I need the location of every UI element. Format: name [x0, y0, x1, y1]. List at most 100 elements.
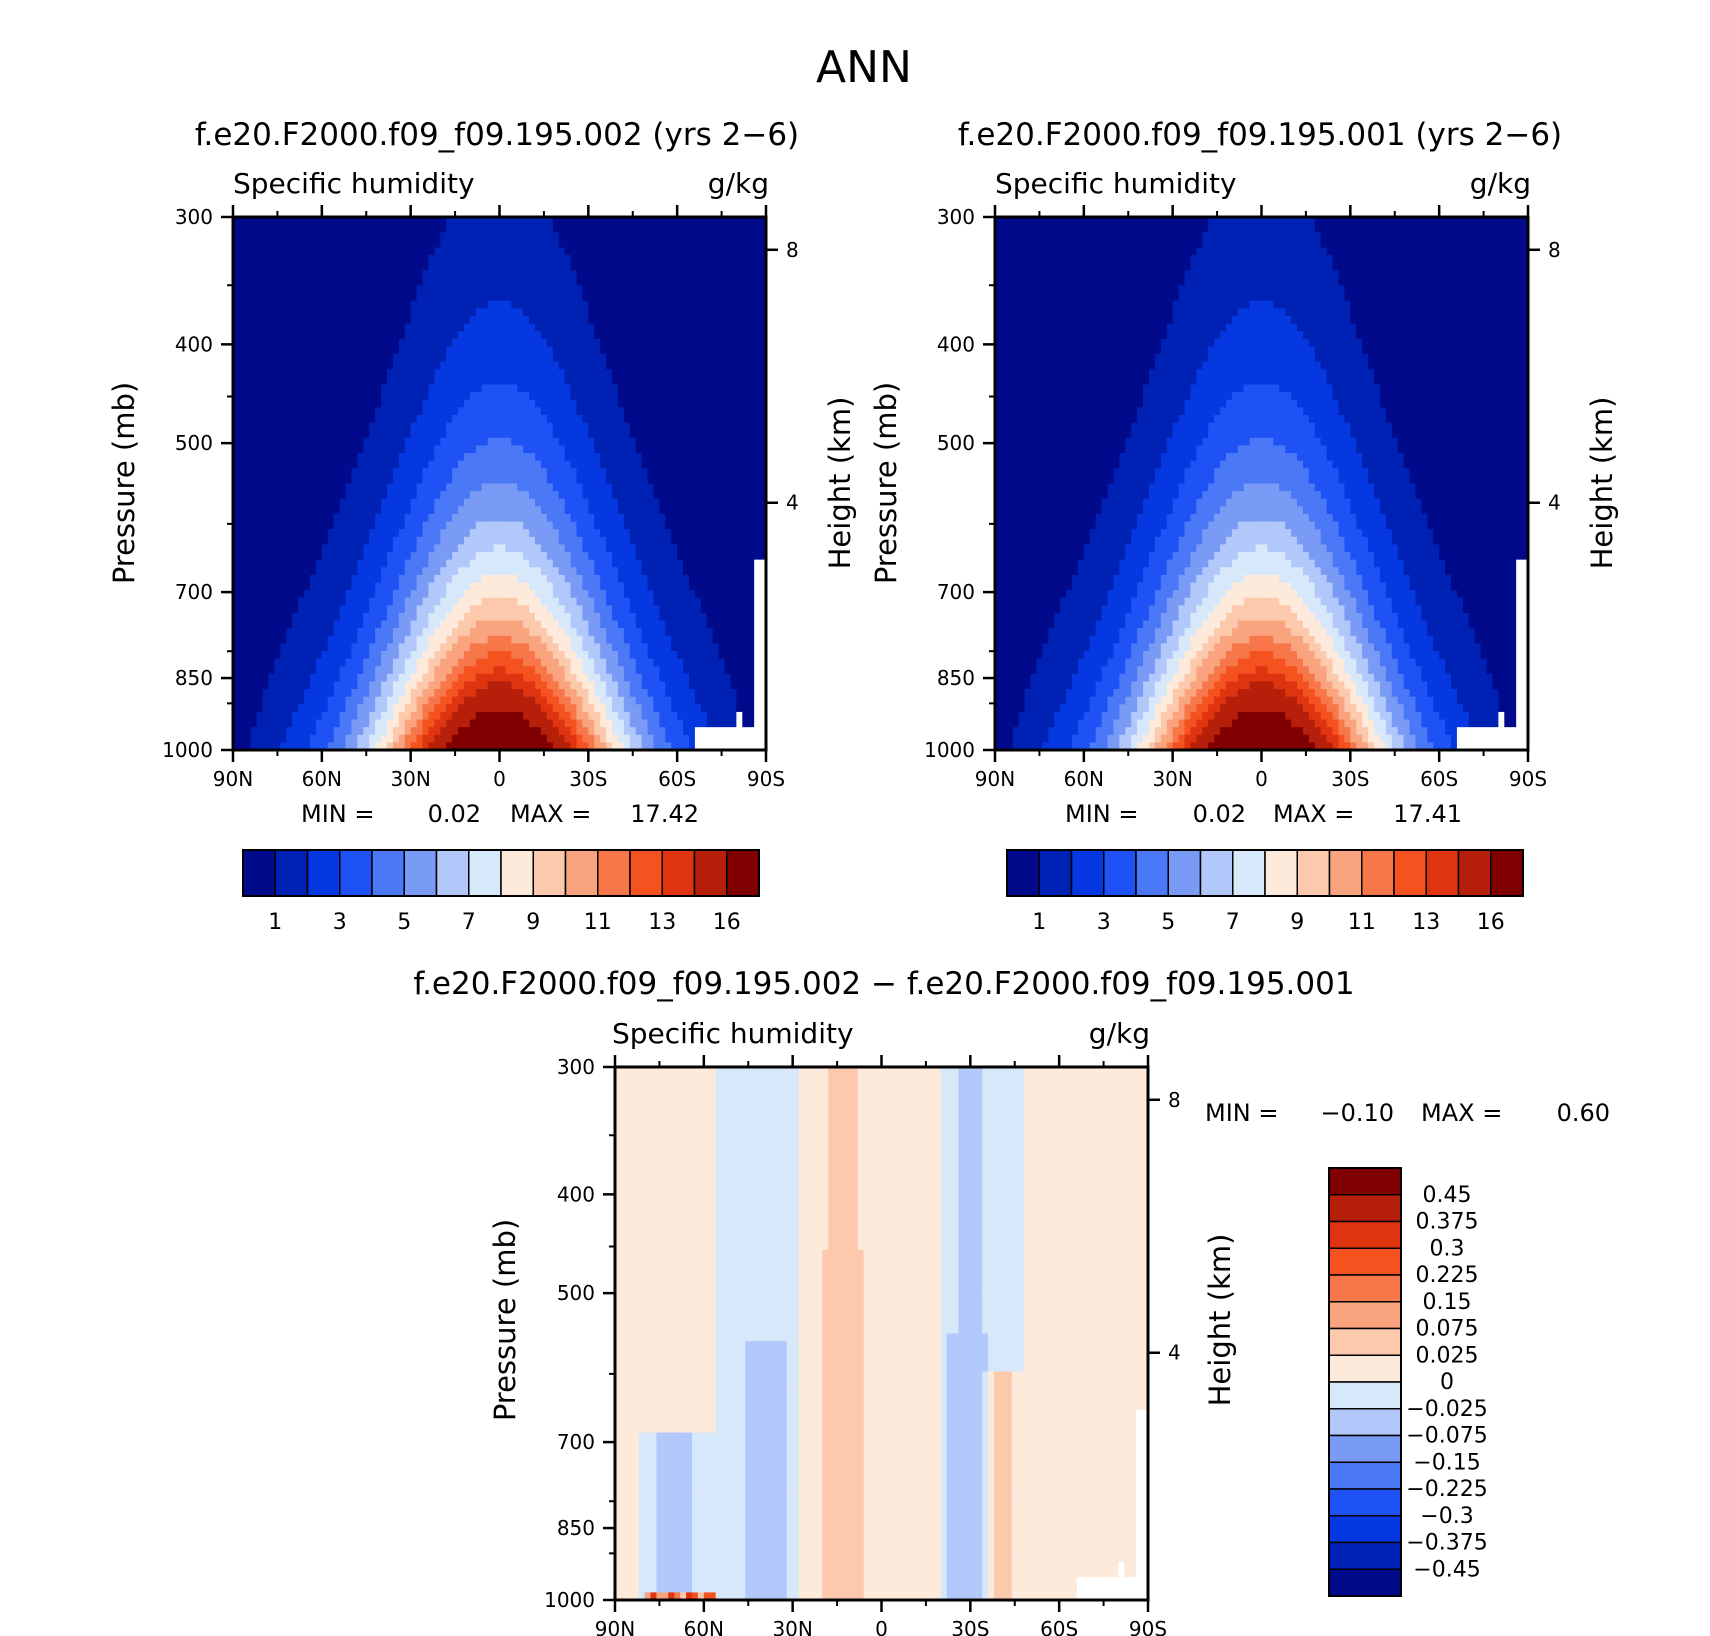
field-cell: [594, 529, 601, 538]
field-cell: [345, 567, 353, 576]
field-cell: [404, 247, 412, 256]
field-cell: [523, 658, 530, 667]
field-cell: [558, 468, 566, 477]
field-cell: [309, 529, 317, 538]
field-cell: [392, 536, 400, 546]
field-cell: [600, 567, 607, 576]
field-cell: [463, 597, 471, 606]
field-cell: [505, 361, 512, 370]
field-cell: [535, 300, 542, 309]
field-cell: [386, 582, 394, 591]
field-cell: [286, 491, 293, 500]
field-cell: [351, 552, 358, 561]
field-cell: [452, 315, 459, 325]
field-cell: [511, 346, 518, 355]
field-cell: [564, 719, 572, 728]
field-cell: [612, 437, 619, 447]
field-cell: [570, 224, 578, 233]
field-cell: [410, 255, 418, 264]
field-cell: [511, 277, 518, 287]
field-cell: [546, 612, 554, 622]
field-cell: [256, 704, 264, 713]
field-cell: [647, 338, 655, 348]
field-cell: [647, 285, 655, 294]
field-cell: [286, 407, 293, 416]
field-cell: [428, 430, 435, 439]
field-cell: [304, 277, 311, 287]
field-cell: [594, 453, 601, 462]
field-cell: [552, 559, 560, 568]
field-cell: [505, 376, 512, 386]
field-cell: [594, 232, 601, 241]
field-cell: [452, 552, 459, 561]
field-cell: [233, 300, 240, 309]
field-cell: [623, 711, 631, 721]
field-cell: [540, 635, 548, 644]
field-cell: [452, 361, 459, 370]
field-cell: [333, 346, 341, 355]
field-cell: [446, 315, 453, 325]
field-cell: [623, 414, 631, 424]
field-cell: [523, 673, 530, 683]
field-cell: [363, 742, 370, 750]
field-cell: [398, 460, 406, 469]
field-cell: [363, 475, 370, 485]
field-cell: [564, 392, 572, 401]
field-cell: [381, 498, 388, 507]
field-cell: [481, 536, 489, 546]
field-cell: [564, 300, 572, 309]
field-cell: [523, 247, 530, 256]
field-cell: [546, 498, 554, 507]
field-cell: [540, 559, 548, 568]
field-cell: [629, 483, 637, 492]
field-cell: [274, 430, 281, 439]
field-cell: [458, 460, 465, 469]
field-cell: [540, 392, 548, 401]
field-cell: [304, 300, 311, 309]
field-cell: [606, 338, 613, 348]
field-cell: [600, 354, 607, 363]
field-cell: [339, 361, 347, 370]
field-cell: [244, 376, 252, 386]
field-cell: [238, 605, 246, 614]
field-cell: [594, 468, 601, 477]
field-cell: [351, 270, 358, 279]
field-cell: [434, 681, 441, 690]
field-cell: [256, 498, 264, 507]
field-cell: [369, 559, 376, 568]
field-cell: [327, 552, 335, 561]
field-cell: [292, 323, 299, 332]
field-cell: [244, 232, 252, 241]
field-cell: [309, 300, 317, 309]
field-cell: [369, 460, 376, 469]
field-cell: [233, 239, 240, 249]
field-cell: [386, 399, 394, 408]
field-cell: [327, 498, 335, 507]
field-cell: [564, 620, 572, 629]
field-cell: [529, 277, 536, 287]
field-cell: [570, 529, 578, 538]
field-cell: [274, 681, 281, 690]
field-cell: [298, 536, 305, 546]
field-cell: [517, 361, 524, 370]
field-cell: [392, 453, 400, 462]
field-cell: [410, 651, 418, 660]
field-cell: [416, 285, 424, 294]
field-cell: [635, 255, 643, 264]
field-cell: [523, 529, 530, 538]
field-cell: [469, 315, 477, 325]
field-cell: [493, 544, 501, 553]
field-cell: [499, 666, 507, 675]
field-cell: [523, 430, 530, 439]
field-cell: [546, 354, 554, 363]
field-cell: [286, 369, 293, 378]
field-cell: [523, 422, 530, 431]
field-cell: [475, 696, 483, 705]
field-cell: [558, 544, 566, 553]
field-cell: [268, 529, 276, 538]
field-cell: [386, 255, 394, 264]
field-cell: [280, 689, 287, 698]
field-cell: [434, 521, 441, 530]
field-cell: [629, 323, 637, 332]
field-cell: [357, 468, 364, 477]
